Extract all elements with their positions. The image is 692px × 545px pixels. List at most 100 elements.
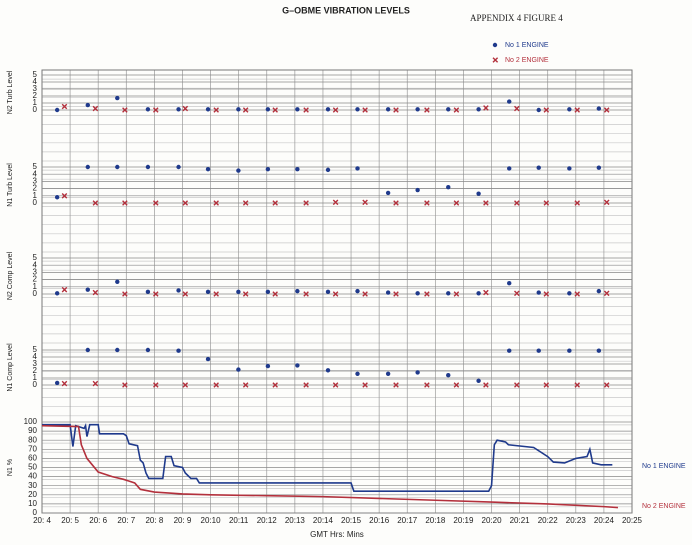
y-tick-label: 60: [28, 454, 37, 463]
marker-x: [424, 382, 430, 388]
marker-x: [213, 291, 219, 297]
marker-x: [182, 382, 189, 388]
y-tick-label: 0: [33, 289, 38, 298]
marker-dot: [596, 106, 602, 111]
x-tick-label: 20:19: [453, 516, 474, 525]
y-tick-label: 0: [33, 380, 38, 389]
marker-x: [272, 107, 278, 113]
marker-x: [122, 107, 128, 113]
marker-x: [61, 286, 68, 293]
x-tick-label: 20:13: [285, 516, 306, 525]
x-tick-label: 20:21: [510, 516, 531, 525]
marker-dot: [385, 190, 391, 196]
marker-dot: [355, 166, 360, 171]
x-tick-label: 20:25: [622, 516, 643, 525]
y-tick-label: 3: [33, 359, 38, 368]
y-tick-label: 4: [33, 352, 38, 361]
marker-x: [514, 105, 520, 112]
marker-x: [182, 291, 189, 297]
marker-x: [514, 200, 520, 206]
marker-x: [574, 107, 581, 113]
marker-dot: [236, 168, 241, 173]
y-tick-label: 5: [33, 345, 38, 354]
legend-label: No 2 ENGINE: [505, 57, 549, 64]
marker-x: [483, 382, 489, 388]
marker-x: [483, 200, 489, 206]
marker-dot: [176, 348, 181, 353]
marker-dot: [265, 166, 271, 172]
marker-x: [152, 291, 159, 297]
x-tick-label: 20: 5: [61, 516, 79, 525]
marker-x: [393, 107, 399, 113]
y-tick-label: 3: [33, 84, 38, 93]
marker-x: [603, 382, 610, 388]
y-tick-label: 0: [33, 105, 38, 114]
marker-dot: [176, 288, 181, 293]
marker-x: [424, 200, 430, 206]
marker-x: [543, 107, 550, 113]
marker-x: [362, 382, 368, 388]
marker-x: [242, 382, 249, 388]
marker-dot: [205, 166, 211, 172]
marker-dot: [476, 291, 481, 296]
y-tick-label: 30: [28, 481, 37, 490]
marker-dot: [265, 107, 271, 112]
marker-dot: [385, 290, 391, 295]
y-tick-label: 100: [24, 417, 38, 426]
x-tick-label: 20:22: [538, 516, 559, 525]
x-tick-label: 20:18: [425, 516, 446, 525]
marker-dot: [385, 371, 391, 376]
marker-x: [303, 382, 309, 388]
x-tick-label: 20:14: [313, 516, 334, 525]
marker-dot: [115, 347, 120, 353]
marker-dot: [54, 291, 60, 296]
x-tick-label: 20:23: [566, 516, 587, 525]
y-tick-label: 1: [33, 373, 38, 382]
x-tick-label: 20:15: [341, 516, 362, 525]
y-axis-label: N1 %: [7, 459, 14, 476]
marker-x: [424, 291, 430, 297]
marker-x: [603, 199, 610, 206]
marker-dot: [236, 289, 241, 295]
marker-dot: [54, 107, 60, 113]
marker-dot: [446, 107, 451, 112]
marker-x: [92, 289, 99, 296]
y-tick-label: 5: [33, 162, 38, 171]
marker-dot: [596, 288, 602, 294]
marker-x: [122, 291, 128, 297]
marker-dot: [415, 370, 420, 375]
y-tick-label: 5: [33, 70, 38, 79]
marker-dot: [145, 347, 151, 353]
marker-x: [332, 107, 339, 113]
marker-dot: [507, 99, 512, 104]
y-tick-label: 10: [28, 499, 37, 508]
marker-x: [303, 291, 309, 297]
marker-x: [483, 105, 489, 111]
y-tick-label: 80: [28, 435, 37, 444]
marker-dot: [567, 291, 572, 296]
line: [41, 424, 619, 509]
marker-dot: [476, 107, 481, 112]
marker-x: [272, 200, 278, 206]
marker-dot: [236, 367, 241, 372]
y-tick-label: 1: [33, 98, 38, 107]
marker-x: [453, 107, 460, 113]
marker-x: [213, 200, 219, 206]
marker-x: [61, 380, 68, 387]
x-tick-label: 20:10: [201, 516, 222, 525]
marker-x: [424, 107, 430, 113]
marker-dot: [596, 165, 602, 170]
marker-dot: [415, 107, 420, 112]
y-tick-label: 50: [28, 463, 37, 472]
y-tick-label: 1: [33, 191, 38, 200]
marker-x: [514, 290, 520, 297]
x-tick-label: 20: 8: [145, 516, 163, 525]
x-tick-label: 20:12: [257, 516, 278, 525]
y-tick-label: 1: [33, 282, 38, 291]
marker-dot: [295, 166, 300, 172]
marker-dot: [115, 164, 120, 170]
marker-dot: [536, 165, 541, 170]
marker-dot: [415, 187, 420, 193]
x-axis-label: GMT Hrs: Mins: [310, 530, 364, 539]
